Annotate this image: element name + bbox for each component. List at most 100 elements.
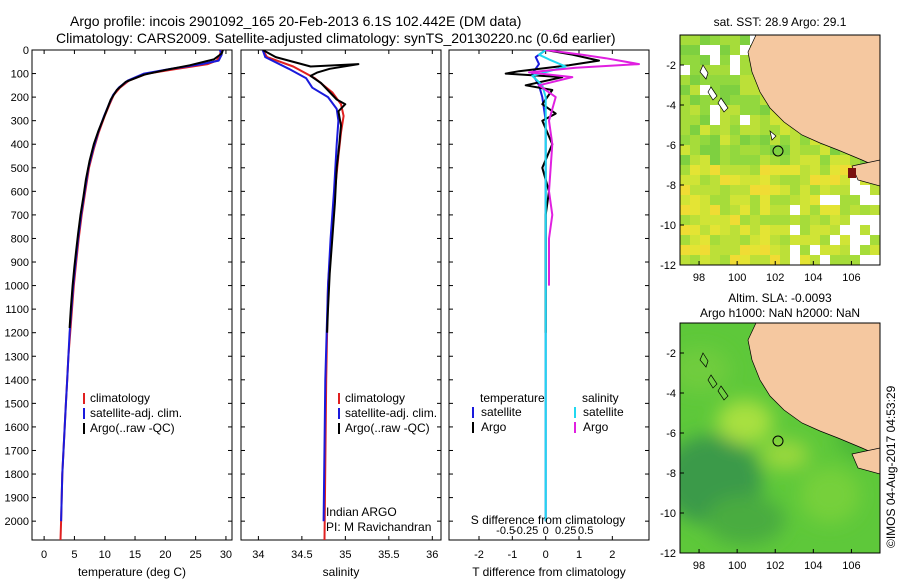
sst-cell bbox=[700, 45, 711, 56]
sst-cell bbox=[760, 255, 771, 265]
map-x-tick-label: 104 bbox=[804, 272, 822, 284]
sst-cell bbox=[700, 75, 711, 86]
sst-cell bbox=[750, 125, 761, 136]
sst-cell bbox=[690, 75, 701, 86]
difference-panel: -2 -1 0 1 2 -0.5-0.25 0 0.25 0.5 temperature sal… bbox=[448, 49, 650, 579]
sst-cell bbox=[720, 85, 731, 96]
y-tick-label: 1900 bbox=[5, 493, 29, 505]
map-y-tick-label: -4 bbox=[666, 100, 676, 112]
legend-label: climatology bbox=[345, 391, 405, 405]
sst-cell bbox=[860, 195, 871, 206]
sst-cell bbox=[750, 215, 761, 226]
sst-cell bbox=[740, 155, 751, 166]
sst-cell bbox=[700, 205, 711, 216]
map-x-tick-label: 102 bbox=[766, 560, 784, 572]
sst-cell bbox=[730, 125, 741, 136]
sst-argo-marker bbox=[772, 145, 784, 157]
sst-cell bbox=[770, 155, 781, 166]
sst-cell bbox=[680, 215, 691, 226]
sst-cell bbox=[730, 205, 741, 216]
sst-cell bbox=[750, 175, 761, 186]
sst-cell bbox=[690, 45, 701, 56]
map-y-tick-label: -6 bbox=[666, 140, 676, 152]
sst-cell bbox=[710, 115, 721, 126]
y-tick-label: 1100 bbox=[5, 304, 29, 316]
sst-cell bbox=[750, 95, 761, 106]
y-tick-label: 1200 bbox=[5, 328, 29, 340]
sst-cell bbox=[800, 165, 811, 176]
sst-cell bbox=[740, 85, 751, 96]
map-x-tick-label: 106 bbox=[842, 560, 860, 572]
sst-cell bbox=[720, 185, 731, 196]
sst-cell bbox=[720, 45, 731, 56]
sst-cell bbox=[690, 65, 701, 76]
sst-cell bbox=[820, 145, 831, 156]
sst-cell bbox=[740, 185, 751, 196]
sst-cell bbox=[750, 225, 761, 236]
map-y-tick-label: -8 bbox=[666, 180, 676, 192]
sst-cell bbox=[800, 235, 811, 246]
sst-cell bbox=[850, 255, 861, 265]
sst-cell bbox=[690, 135, 701, 146]
x-tick-label: 25 bbox=[190, 549, 202, 561]
sst-cell bbox=[680, 145, 691, 156]
pi-annotation-line-2: PI: M Ravichandran bbox=[326, 520, 431, 534]
sst-cell bbox=[790, 185, 801, 196]
sst-cell bbox=[780, 245, 791, 256]
legend-label: Argo bbox=[481, 420, 507, 434]
sst-cell bbox=[810, 215, 821, 226]
sst-cell bbox=[710, 55, 721, 66]
sst-cell bbox=[770, 245, 781, 256]
sst-cell bbox=[820, 245, 831, 256]
sst-cell bbox=[830, 155, 841, 166]
s-tick-label: 0.5 bbox=[578, 525, 593, 537]
sst-cell bbox=[760, 205, 771, 216]
sst-cell bbox=[710, 195, 721, 206]
legend-label: satellite-adj. clim. bbox=[90, 406, 182, 420]
sst-cell bbox=[820, 205, 831, 216]
map-x-tick-label: 106 bbox=[842, 272, 860, 284]
sst-cell bbox=[710, 95, 721, 106]
series-temperature-argo bbox=[504, 50, 600, 333]
map-x-tick-label: 100 bbox=[728, 560, 746, 572]
title-line-1: Argo profile: incois 2901092_165 20-Feb-… bbox=[70, 13, 521, 29]
sst-cell bbox=[790, 245, 801, 256]
sst-cell bbox=[740, 145, 751, 156]
sst-cell bbox=[840, 195, 851, 206]
sst-cell bbox=[830, 225, 841, 236]
sst-cell bbox=[790, 225, 801, 236]
sst-cell bbox=[680, 255, 691, 265]
sst-cell bbox=[780, 125, 791, 136]
sst-cell bbox=[720, 205, 731, 216]
map-y-tick-label: -4 bbox=[666, 388, 676, 400]
sst-cell bbox=[760, 145, 771, 156]
sst-cell bbox=[740, 35, 751, 46]
y-tick-label: 1000 bbox=[5, 281, 29, 293]
sst-cell bbox=[850, 225, 861, 236]
sst-cell bbox=[870, 215, 880, 226]
sst-cell bbox=[720, 225, 731, 236]
sst-cell bbox=[840, 175, 851, 186]
legend-label: climatology bbox=[90, 391, 150, 405]
sst-cell bbox=[700, 55, 711, 66]
legend-label: Argo bbox=[583, 420, 609, 434]
sst-cell bbox=[870, 235, 880, 246]
sst-cell bbox=[780, 255, 791, 265]
sst-cell bbox=[860, 225, 871, 236]
sst-cell bbox=[870, 245, 880, 256]
difference-xlabel: T difference from climatology bbox=[472, 565, 626, 579]
y-tick-label: 1700 bbox=[5, 445, 29, 457]
sst-cell bbox=[690, 85, 701, 96]
sst-cell bbox=[680, 185, 691, 196]
sst-cell bbox=[680, 205, 691, 216]
sst-cell bbox=[770, 205, 781, 216]
sst-cell bbox=[760, 165, 771, 176]
x-tick-label: 1 bbox=[576, 549, 582, 561]
sst-cell bbox=[800, 205, 811, 216]
sst-cell bbox=[690, 55, 701, 66]
y-tick-label: 1800 bbox=[5, 469, 29, 481]
y-tick-label: 1500 bbox=[5, 398, 29, 410]
sst-cell bbox=[750, 105, 761, 116]
sst-cell bbox=[780, 195, 791, 206]
sst-cell bbox=[690, 225, 701, 236]
